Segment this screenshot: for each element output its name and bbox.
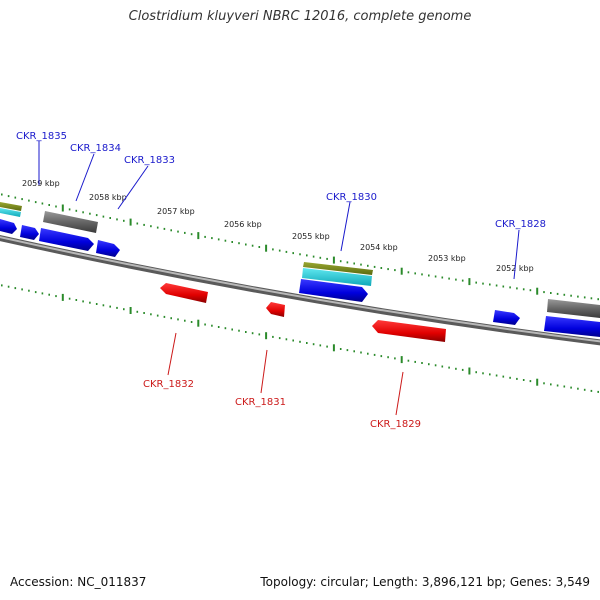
label-ckr-1834: CKR_1834	[70, 143, 121, 154]
kbp-label-2056: 2056 kbp	[224, 220, 262, 229]
gene-ckr-1835	[20, 225, 39, 240]
topology-text: Topology: circular; Length: 3,896,121 bp…	[260, 575, 590, 589]
lower-tick-ring	[0, 284, 600, 393]
label-ckr-1833: CKR_1833	[124, 155, 175, 166]
kbp-label-2057: 2057 kbp	[157, 207, 195, 216]
leader-ckr-1834	[75, 153, 95, 202]
label-ckr-1835: CKR_1835	[16, 131, 67, 142]
feature-olive-left	[0, 202, 22, 211]
label-ckr-1828: CKR_1828	[495, 219, 546, 230]
feature-gray-left	[43, 211, 98, 233]
kbp-label-2053: 2053 kbp	[428, 254, 466, 263]
gene-blue-edge	[0, 219, 17, 234]
upper-tick-ring	[0, 193, 600, 301]
label-ckr-1829: CKR_1829	[370, 419, 421, 430]
gene-ckr-1834	[39, 228, 94, 251]
kbp-label-2058: 2058 kbp	[89, 193, 127, 202]
leader-ckr-1833	[117, 165, 149, 210]
gene-ckr-1830	[299, 279, 368, 302]
leader-ckr-1828	[513, 229, 520, 280]
gene-ckr-1832	[160, 283, 208, 303]
gene-ckr-1829	[372, 320, 446, 342]
gene-ckr-1831	[266, 302, 285, 317]
kbp-label-2059: 2059 kbp	[22, 179, 60, 188]
leader-ckr-1832	[167, 332, 177, 376]
label-ckr-1830: CKR_1830	[326, 192, 377, 203]
accession-text: Accession: NC_011837	[10, 575, 147, 589]
label-ckr-1832: CKR_1832	[143, 379, 194, 390]
genome-backbone-highlight	[0, 236, 600, 343]
leader-ckr-1831	[260, 349, 268, 394]
kbp-label-2054: 2054 kbp	[360, 243, 398, 252]
feature-cyan-left	[0, 208, 21, 217]
feature-cyan-mid	[302, 268, 372, 286]
leader-ckr-1830	[340, 201, 351, 252]
gene-ckr-1828	[493, 310, 520, 325]
leader-ckr-1829	[395, 371, 404, 416]
gene-blue-right-edge	[544, 316, 600, 337]
gene-ckr-1833	[96, 240, 120, 257]
kbp-label-2055: 2055 kbp	[292, 232, 330, 241]
feature-gray-right	[547, 299, 600, 318]
feature-olive-mid	[303, 262, 373, 275]
label-ckr-1831: CKR_1831	[235, 397, 286, 408]
map-title: Clostridium kluyveri NBRC 12016, complet…	[128, 9, 472, 24]
